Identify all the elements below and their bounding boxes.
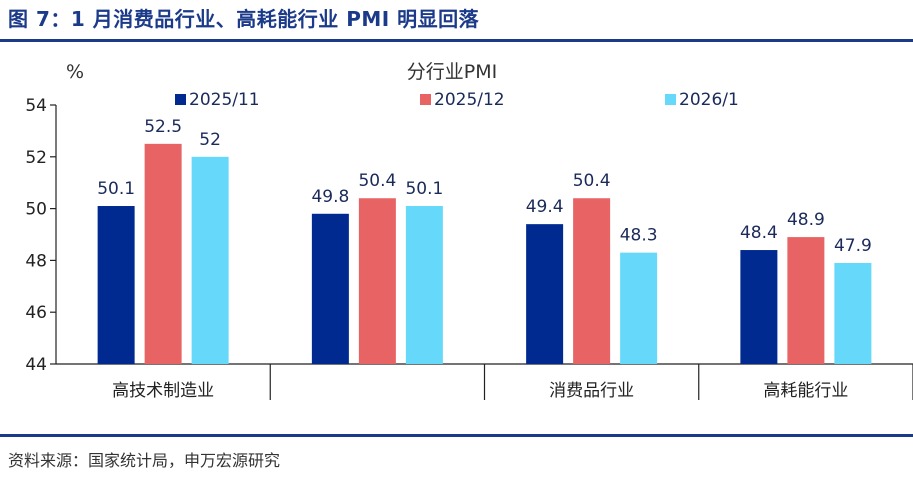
data-label: 48.9 bbox=[787, 210, 825, 230]
data-label: 48.3 bbox=[620, 226, 658, 246]
bar bbox=[526, 224, 564, 364]
bar bbox=[834, 262, 872, 364]
legend-swatch bbox=[420, 94, 431, 105]
bar bbox=[97, 206, 135, 364]
bar bbox=[191, 156, 229, 364]
footer-rule bbox=[0, 434, 913, 437]
data-label: 47.9 bbox=[834, 236, 872, 256]
bar bbox=[573, 198, 611, 364]
bar bbox=[620, 252, 658, 364]
title-rule bbox=[0, 39, 913, 42]
figure-title: 图 7：1 月消费品行业、高耗能行业 PMI 明显回落 bbox=[8, 7, 480, 31]
data-label: 50.4 bbox=[358, 171, 396, 191]
bar-chart: 44 46 48 50 52 54 高技术制造业 消费品行业 高耗能行业 50.1 49.8 49.… bbox=[25, 61, 913, 401]
y-tick-label: 50 bbox=[25, 200, 47, 220]
bar bbox=[740, 250, 778, 364]
data-label: 49.8 bbox=[311, 187, 349, 207]
y-tick-label: 54 bbox=[25, 96, 47, 116]
data-label: 50.1 bbox=[97, 179, 135, 199]
data-label: 52 bbox=[199, 130, 221, 150]
chart-title: 分行业PMI bbox=[407, 61, 497, 83]
bar bbox=[787, 237, 825, 364]
bar bbox=[358, 198, 396, 364]
x-category-label: 消费品行业 bbox=[549, 381, 634, 401]
data-label: 49.4 bbox=[526, 197, 564, 217]
legend-swatch bbox=[665, 94, 676, 105]
legend-label: 2025/12 bbox=[434, 90, 505, 110]
chart-bars bbox=[97, 143, 872, 364]
bar bbox=[311, 213, 349, 364]
data-label: 50.1 bbox=[405, 179, 443, 199]
y-tick-label: 44 bbox=[25, 355, 47, 375]
legend-swatch bbox=[175, 94, 186, 105]
legend-label: 2025/11 bbox=[189, 90, 260, 110]
y-axis-unit: % bbox=[66, 61, 84, 83]
y-tick-label: 52 bbox=[25, 148, 47, 168]
chart-legend: 2025/11 2025/12 2026/1 bbox=[175, 90, 739, 110]
x-category-label: 高耗能行业 bbox=[763, 381, 848, 401]
y-tick-label: 48 bbox=[25, 251, 47, 271]
legend-label: 2026/1 bbox=[679, 90, 739, 110]
data-label: 50.4 bbox=[573, 171, 611, 191]
bar bbox=[405, 206, 443, 364]
x-category-label: 高技术制造业 bbox=[112, 381, 214, 401]
bar bbox=[144, 143, 182, 364]
chart-data-labels: 50.1 49.8 49.4 48.4 52.5 50.4 50.4 48.9 52 50.1 48… bbox=[97, 117, 872, 256]
source-note: 资料来源：国家统计局，申万宏源研究 bbox=[8, 451, 281, 470]
y-tick-label: 46 bbox=[25, 303, 47, 323]
data-label: 52.5 bbox=[144, 117, 182, 137]
data-label: 48.4 bbox=[740, 223, 778, 243]
